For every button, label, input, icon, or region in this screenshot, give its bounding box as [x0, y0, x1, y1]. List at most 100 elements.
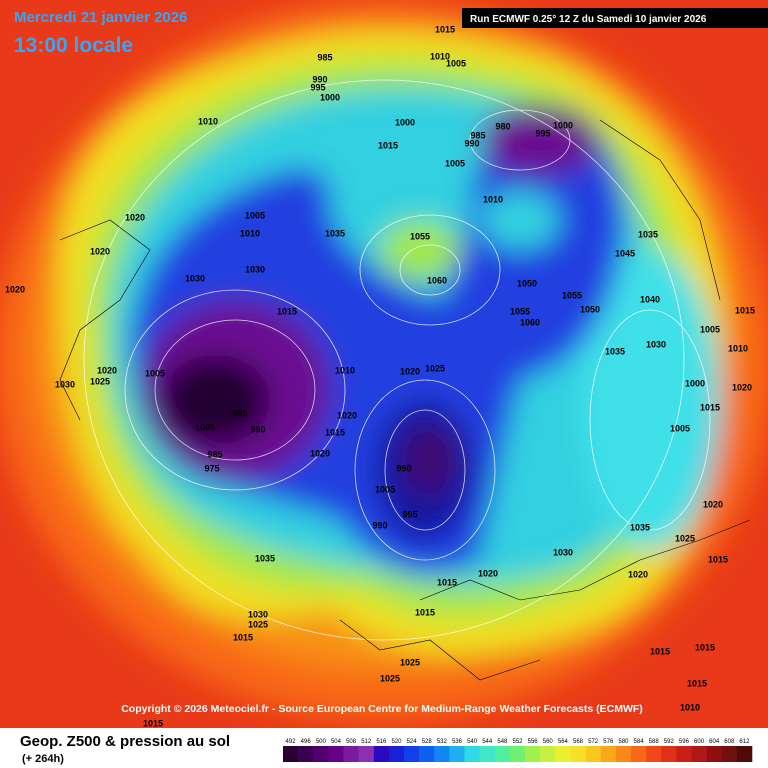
pressure-label: 1000	[395, 117, 415, 127]
colorbar-swatch	[525, 746, 541, 762]
colorbar-label: 532	[437, 739, 448, 745]
colorbar-swatch	[630, 746, 647, 762]
pressure-label: 990	[396, 463, 411, 473]
colorbar-swatch	[676, 746, 692, 762]
pressure-label: 1020	[5, 284, 25, 294]
pressure-label: 1015	[415, 607, 435, 617]
pressure-label: 1010	[728, 343, 748, 353]
colorbar-label: 520	[391, 739, 402, 745]
pressure-label: 1035	[255, 553, 275, 563]
pressure-label: 1005	[145, 368, 165, 378]
pressure-label: 1045	[615, 248, 635, 258]
colorbar-label: 564	[558, 739, 569, 745]
pressure-label: 985	[470, 130, 485, 140]
run: Run ECMWF 0.25° 12 Z du Samedi 10 janvie…	[470, 14, 707, 25]
pressure-label: 1020	[97, 365, 117, 375]
colorbar-swatch	[600, 746, 617, 762]
pressure-label: 1035	[605, 346, 625, 356]
pressure-label: 1015	[695, 642, 715, 652]
pressure-label: 1030	[245, 264, 265, 274]
pressure-label: 1000	[553, 120, 573, 130]
pressure-label: 1015	[277, 306, 297, 316]
pressure-label: 1015	[650, 646, 670, 656]
pressure-label: 1015	[435, 24, 455, 34]
pressure-label: 980	[495, 121, 510, 131]
pressure-label: 1025	[248, 619, 268, 629]
pressure-label: 1005	[670, 423, 690, 433]
pressure-label: 1030	[55, 379, 75, 389]
pressure-label: 995	[310, 82, 325, 92]
colorbar-swatch	[298, 746, 314, 762]
colorbar-swatch	[706, 746, 723, 762]
pressure-label: 990	[312, 74, 327, 84]
pressure-label: 1010	[483, 194, 503, 204]
pressure-label: 1055	[510, 306, 530, 316]
pressure-label: 1040	[640, 294, 660, 304]
colorbar-swatch	[479, 746, 496, 762]
colorbar-swatch	[509, 746, 526, 762]
colorbar-label: 600	[694, 739, 705, 745]
pressure-labels: 9859909951000101010151010100510001015980…	[5, 24, 755, 728]
pressure-label: 995	[232, 408, 247, 418]
colorbar-swatch	[343, 746, 359, 762]
copyright: Copyright © 2026 Meteociel.fr - Source E…	[121, 703, 643, 715]
colorbar-swatch	[736, 746, 753, 762]
colorbar-label: 576	[603, 739, 614, 745]
colorbar-label: 504	[331, 739, 342, 745]
pressure-label: 1015	[233, 632, 253, 642]
pressure-label: 1050	[580, 304, 600, 314]
pressure-label: 1020	[337, 410, 357, 420]
pressure-label: 1015	[325, 427, 345, 437]
pressure-label: 1010	[335, 365, 355, 375]
pressure-label: 985	[207, 449, 222, 459]
pressure-label: 975	[204, 463, 219, 473]
colorbar-label: 612	[739, 739, 750, 745]
colorbar: 492 496 500 504 508 512 516 520 524 528 532 536 540 5…	[283, 739, 753, 762]
pressure-label: 1030	[248, 609, 268, 619]
pressure-label: 1020	[478, 568, 498, 578]
colorbar-swatch	[661, 746, 677, 762]
colorbar-swatch	[373, 746, 390, 762]
pressure-label: 1055	[410, 231, 430, 241]
colorbar-label: 492	[286, 739, 297, 745]
pressure-label: 995	[535, 128, 550, 138]
colorbar-label: 596	[679, 739, 690, 745]
pressure-label: 1005	[195, 422, 215, 432]
pressure-label: 1000	[320, 92, 340, 102]
pressure-label: 1010	[680, 702, 700, 712]
colorbar-label: 548	[497, 739, 508, 745]
pressure-label: 1060	[520, 317, 540, 327]
colorbar-swatch	[721, 746, 738, 762]
pressure-label: 1030	[185, 273, 205, 283]
colorbar-swatch	[434, 746, 450, 762]
pressure-label: 1020	[90, 246, 110, 256]
pressure-label: 1020	[703, 499, 723, 509]
legend-title: Geop. Z500 & pression au sol	[20, 733, 230, 750]
pressure-label: 1020	[310, 448, 330, 458]
pressure-label: 1005	[245, 210, 265, 220]
pressure-label: 1025	[90, 376, 110, 386]
colorbar-swatch	[555, 746, 571, 762]
colorbar-label: 496	[301, 739, 312, 745]
colorbar-label: 588	[649, 739, 660, 745]
colorbar-label: 536	[452, 739, 463, 745]
run-box	[462, 8, 768, 28]
pressure-label: 1020	[125, 212, 145, 222]
colorbar-swatch	[464, 746, 480, 762]
colorbar-label: 608	[724, 739, 735, 745]
pressure-label: 1020	[732, 382, 752, 392]
pressure-label: 1010	[430, 51, 450, 61]
colorbar-label: 528	[422, 739, 433, 745]
pressure-label: 1005	[446, 58, 466, 68]
pressure-label: 1025	[380, 673, 400, 683]
pressure-label: 1060	[427, 275, 447, 285]
colorbar-swatch	[313, 746, 329, 762]
colorbar-swatch	[283, 746, 299, 762]
pressure-label: 1010	[240, 228, 260, 238]
pressure-label: 1050	[517, 278, 537, 288]
field	[0, 0, 768, 728]
pressure-label: 1015	[437, 577, 457, 587]
pressure-label: 1000	[685, 378, 705, 388]
